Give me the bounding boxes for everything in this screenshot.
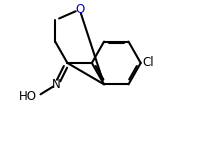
Text: N: N [52, 78, 61, 91]
Text: O: O [75, 3, 84, 16]
Text: Cl: Cl [142, 56, 154, 69]
Text: HO: HO [19, 90, 37, 103]
